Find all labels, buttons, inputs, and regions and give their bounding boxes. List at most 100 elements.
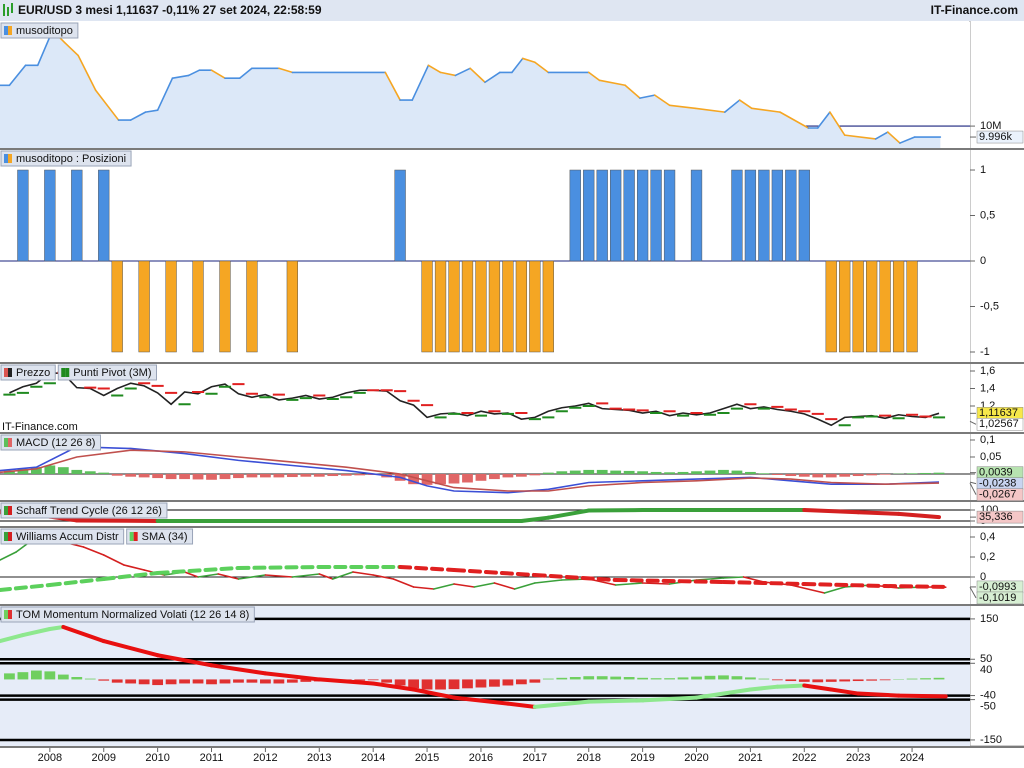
legend-icon [4, 154, 8, 163]
value-label: 0,0039 [979, 467, 1013, 479]
header-icon [11, 3, 13, 13]
bar [839, 679, 851, 682]
bar [812, 473, 824, 478]
line-segment [411, 64, 430, 101]
x-tick-label: 2016 [469, 752, 493, 764]
header-site[interactable]: IT-Finance.com [931, 3, 1018, 17]
bar [98, 472, 110, 474]
y-tick-label: 10M [980, 120, 1001, 132]
bar [179, 473, 190, 480]
bar [583, 469, 595, 474]
line-segment [123, 564, 145, 571]
bar [623, 677, 635, 680]
panel-background [0, 606, 970, 746]
bar [273, 679, 285, 684]
bar [17, 672, 29, 680]
bar [111, 679, 123, 683]
bar [448, 473, 460, 484]
bar [663, 169, 676, 262]
bar [111, 260, 123, 353]
bar [569, 677, 581, 680]
bar [920, 678, 931, 680]
line-segment [278, 67, 294, 74]
bar [152, 473, 164, 479]
y-tick-label: 40 [980, 664, 992, 676]
line-segment [883, 584, 948, 589]
x-tick-label: 2011 [200, 752, 224, 764]
bar [637, 677, 649, 680]
bar [206, 473, 217, 480]
x-tick-label: 2015 [415, 752, 439, 764]
bar [233, 679, 244, 683]
line-segment [187, 69, 201, 77]
bar [327, 473, 339, 477]
line-segment [452, 695, 510, 706]
value-label-box [976, 510, 1024, 524]
bar [771, 679, 783, 681]
legend-box [57, 364, 157, 381]
value-label: -0,0993 [979, 581, 1016, 593]
line-segment [802, 683, 834, 692]
line-segment [887, 131, 901, 144]
bar [677, 471, 689, 474]
line-segment [779, 111, 810, 129]
bar [475, 473, 487, 481]
bar [286, 679, 298, 683]
bar [17, 468, 29, 474]
bar [300, 679, 312, 682]
line-segment [144, 109, 159, 113]
bar [906, 260, 918, 353]
bar [408, 679, 419, 689]
bar [718, 675, 729, 680]
y-tick-label: 0,05 [980, 451, 1001, 463]
line-segment [392, 578, 415, 588]
value-label: 35,336 [979, 511, 1013, 523]
bar [84, 678, 96, 680]
y-tick-label: 0,4 [980, 531, 995, 543]
bar [691, 471, 702, 474]
bar [556, 471, 568, 474]
bar [758, 169, 770, 262]
bar [704, 470, 716, 474]
line-segment [511, 57, 524, 74]
area [0, 30, 941, 148]
line-segment [156, 77, 174, 111]
bar [84, 471, 96, 474]
bar [435, 679, 446, 690]
bar [636, 169, 649, 262]
bar [852, 260, 864, 353]
line-segment [101, 571, 160, 581]
line-segment [641, 582, 671, 585]
bar [515, 679, 527, 685]
bar [542, 678, 554, 680]
bar [839, 260, 851, 353]
line-segment [586, 698, 645, 704]
bar [798, 679, 810, 682]
header-title: EUR/USD 3 mesi 1,11637 -0,11% 27 set 202… [18, 3, 322, 17]
bar [44, 465, 56, 474]
line-segment [291, 573, 321, 578]
line-segment [352, 571, 374, 576]
bar [381, 679, 393, 683]
line-segment [856, 510, 901, 516]
bar [421, 260, 433, 353]
bar [394, 679, 406, 686]
line [9, 371, 940, 427]
line-segment [61, 624, 106, 644]
value-label-box [976, 418, 1024, 431]
bar [879, 473, 891, 475]
bar [300, 473, 312, 477]
line-segment [843, 134, 877, 140]
bar [879, 679, 891, 681]
legend-icon [8, 532, 12, 541]
bar [219, 679, 231, 684]
legend-icon [65, 368, 70, 377]
line-segment [874, 131, 889, 140]
bar [192, 473, 204, 480]
value-label-tick [969, 481, 977, 485]
line-segment [724, 99, 741, 113]
bar [98, 169, 110, 262]
bar [30, 467, 42, 474]
